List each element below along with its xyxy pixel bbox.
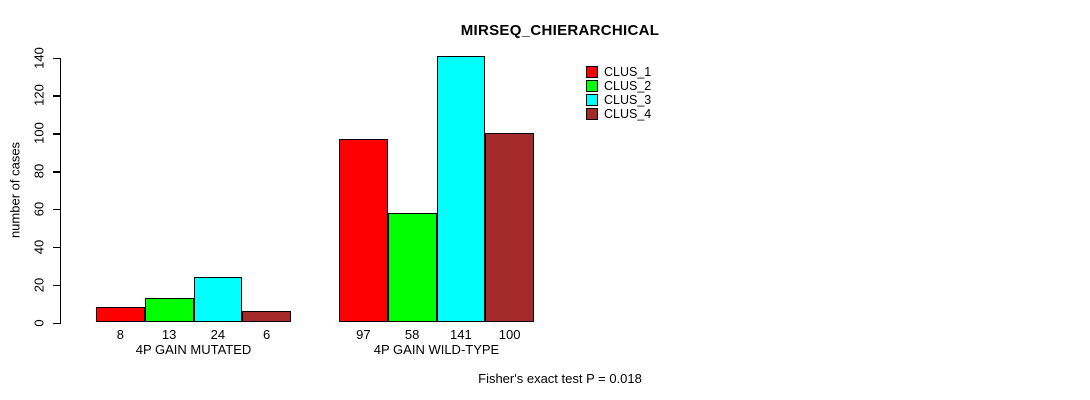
y-axis-tick (52, 171, 60, 173)
bar-value-label: 24 (210, 327, 226, 342)
y-axis-tick-label: 100 (31, 122, 47, 145)
bar-value-label: 141 (450, 327, 472, 342)
chart-title: MIRSEQ_CHIERARCHICAL (460, 22, 660, 39)
y-axis-tick (52, 208, 60, 211)
y-axis-tick (52, 95, 60, 97)
legend-label: CLUS_3 (604, 93, 652, 107)
y-axis-tick-label: 0 (31, 318, 47, 327)
legend-item: CLUS_4 (586, 107, 651, 121)
y-axis-tick-label: 40 (31, 239, 47, 255)
bar-value-label: 8 (116, 327, 124, 342)
y-axis-tick-label: 80 (31, 163, 47, 179)
legend-item: CLUS_3 (586, 93, 651, 107)
bar-clus_4-1 (242, 311, 291, 323)
y-axis-tick-label: 120 (31, 84, 47, 107)
annotation-fisher-test: Fisher's exact test P = 0.018 (478, 371, 642, 386)
legend-label: CLUS_4 (604, 107, 652, 121)
bar-value-label: 6 (263, 327, 271, 342)
legend-label: CLUS_2 (604, 79, 652, 93)
legend-swatch-clus_1 (586, 66, 598, 78)
bar-clus_2-2 (387, 212, 437, 323)
bar-value-label: 58 (404, 327, 420, 342)
bar-value-label: 97 (356, 327, 371, 342)
bar-clus_3-1 (193, 277, 243, 323)
legend-item: CLUS_2 (586, 79, 651, 93)
legend-item: CLUS_1 (586, 65, 651, 79)
y-axis-tick (52, 246, 60, 249)
y-axis-tick (52, 57, 60, 59)
bar-clus_2-1 (144, 297, 194, 323)
bar-clus_1-2 (339, 138, 388, 323)
bar-clus_3-2 (436, 55, 486, 323)
y-axis-tick (52, 133, 60, 135)
bar-clus_4-2 (485, 133, 534, 323)
legend-label: CLUS_1 (604, 65, 652, 79)
legend-swatch-clus_3 (586, 94, 598, 106)
group-label: 4P GAIN WILD-TYPE (373, 342, 500, 357)
y-axis-line (59, 57, 61, 324)
y-axis-tick-label: 20 (31, 277, 47, 292)
bar-value-label: 13 (161, 327, 177, 342)
y-axis-tick (52, 284, 60, 287)
group-label: 4P GAIN MUTATED (135, 342, 252, 357)
legend-swatch-clus_2 (586, 80, 598, 92)
legend-swatch-clus_4 (586, 108, 598, 120)
bar-clus_1-1 (96, 307, 145, 323)
y-axis-tick-label: 140 (31, 46, 47, 69)
legend: CLUS_1 CLUS_2 CLUS_3 CLUS_4 (586, 65, 651, 121)
bar-value-label: 100 (498, 327, 521, 342)
y-axis-tick (52, 322, 60, 324)
y-axis-tick-label: 60 (31, 201, 47, 217)
